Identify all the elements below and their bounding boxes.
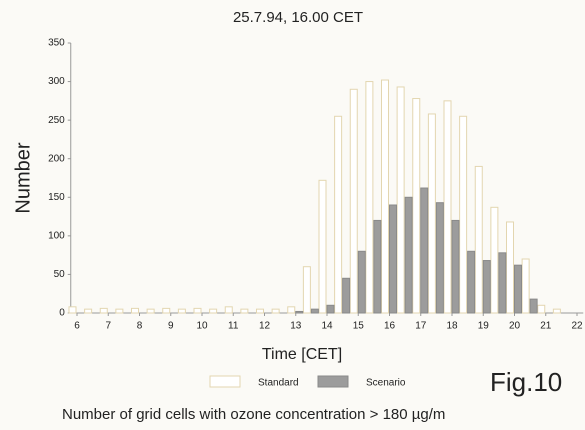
x-tick-label: 6: [74, 321, 80, 332]
bar: [162, 307, 171, 314]
bar: [451, 219, 460, 314]
bar: [498, 252, 507, 314]
y-tick-label: 100: [48, 230, 65, 241]
bar: [514, 264, 522, 314]
caption: Number of grid cells with ozone concentr…: [62, 406, 445, 423]
bar: [310, 308, 319, 314]
x-tick-label: 11: [228, 321, 239, 332]
bar: [482, 260, 491, 314]
bar: [552, 308, 561, 314]
bar: [389, 204, 397, 314]
y-tick-label: 300: [48, 76, 65, 87]
x-tick-label: 9: [168, 321, 174, 332]
bar: [349, 88, 358, 314]
bar: [474, 165, 483, 314]
bar: [467, 250, 476, 314]
bar: [381, 79, 389, 314]
bar: [295, 310, 304, 314]
bar: [412, 98, 421, 314]
x-tick-label: 19: [478, 321, 490, 332]
bar: [68, 306, 77, 314]
bar: [365, 81, 374, 314]
legend-swatch: [209, 375, 241, 388]
x-tick-label: 17: [415, 321, 427, 332]
x-tick-label: 14: [321, 321, 333, 332]
bar: [115, 308, 124, 314]
bar: [302, 266, 311, 314]
bar: [537, 304, 546, 314]
bar: [326, 304, 335, 314]
bar: [224, 306, 233, 314]
y-tick-label: 150: [48, 192, 65, 203]
bar: [240, 308, 249, 314]
bar: [435, 202, 444, 314]
bar: [131, 307, 139, 314]
bar: [404, 196, 413, 314]
bar: [342, 277, 351, 314]
x-tick-label: 13: [290, 321, 302, 332]
bar: [396, 86, 405, 314]
figure-label: Fig.10: [490, 367, 562, 397]
bar: [318, 179, 327, 314]
legend-swatch: [317, 375, 349, 388]
bar: [357, 250, 366, 314]
bar: [99, 307, 108, 314]
legend-label: Scenario: [366, 378, 406, 389]
y-tick-label: 200: [48, 153, 65, 164]
bar: [271, 308, 280, 314]
x-tick-label: 21: [540, 321, 552, 332]
bar: [506, 221, 514, 314]
bar: [256, 308, 264, 314]
bar: [529, 298, 538, 314]
x-tick-label: 7: [105, 321, 111, 332]
bar: [427, 113, 436, 314]
bar: [443, 100, 452, 314]
x-tick-label: 15: [353, 321, 365, 332]
bar: [521, 258, 530, 314]
bar: [209, 308, 218, 314]
y-tick-label: 250: [48, 115, 65, 126]
x-tick-label: 12: [259, 321, 271, 332]
x-tick-label: 16: [384, 321, 396, 332]
bar: [459, 115, 468, 314]
x-tick-label: 22: [571, 321, 583, 332]
y-tick-label: 0: [59, 308, 65, 319]
y-tick-label: 350: [48, 38, 65, 49]
bar: [177, 308, 186, 314]
x-tick-label: 8: [137, 321, 143, 332]
x-tick-label: 10: [196, 321, 208, 332]
bar: [490, 206, 499, 314]
x-tick-label: 18: [446, 321, 458, 332]
bar: [84, 308, 93, 314]
bar: [146, 308, 155, 314]
chart-title: 25.7.94, 16.00 CET: [233, 9, 363, 26]
bar: [193, 307, 202, 314]
bar: [287, 306, 296, 314]
bar: [420, 187, 429, 314]
x-axis-label: Time [CET]: [262, 346, 342, 363]
y-tick-label: 50: [54, 269, 66, 280]
bar: [373, 219, 382, 314]
x-tick-label: 20: [509, 321, 521, 332]
legend-label: Standard: [258, 378, 299, 389]
y-axis-label: Number: [12, 142, 34, 213]
bar: [334, 115, 343, 314]
